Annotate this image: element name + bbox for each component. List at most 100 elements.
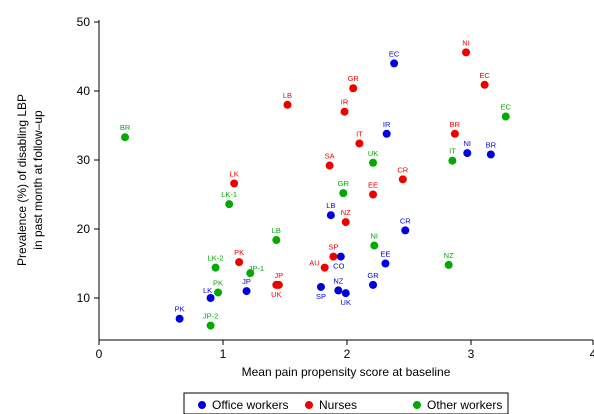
data-point	[211, 263, 220, 272]
y-axis-title-line-2: in past month at follow–up	[31, 110, 45, 250]
legend-marker	[305, 401, 313, 409]
data-point-label: SP	[328, 243, 338, 252]
data-point	[230, 179, 239, 188]
data-point-label: JP-1	[249, 264, 264, 273]
data-point	[390, 59, 399, 68]
data-point-label: BR	[450, 120, 461, 129]
data-point-label: EE	[368, 181, 378, 190]
data-point-label: LK-2	[208, 254, 224, 263]
y-tick-label: 40	[77, 84, 91, 98]
data-point-label: NI	[462, 38, 470, 47]
y-axis-title-line-1: Prevalence (%) of disabling LBP	[15, 94, 29, 266]
data-point-label: NZ	[341, 208, 351, 217]
legend: Office workers Nurses Other workers	[183, 392, 509, 414]
data-point	[462, 48, 471, 57]
x-axis-title: Mean pain propensity score at baseline	[242, 365, 451, 379]
data-point-label: IT	[356, 129, 363, 138]
data-point	[448, 156, 457, 165]
data-point-label: CR	[397, 165, 408, 174]
legend-items: Office workers Nurses Other workers	[198, 398, 502, 412]
y-tick-label: 20	[77, 222, 91, 236]
data-point	[370, 241, 379, 250]
data-point	[501, 112, 510, 121]
data-point-label: GR	[348, 74, 360, 83]
legend-marker	[413, 401, 421, 409]
data-point-label: UK	[271, 290, 281, 299]
data-point	[369, 158, 378, 167]
data-point-label: CO	[333, 262, 344, 271]
data-point	[235, 258, 244, 267]
data-point	[175, 314, 184, 323]
data-point	[334, 286, 343, 295]
data-point-label: BR	[486, 140, 497, 149]
x-tick-label: 1	[220, 347, 227, 361]
data-point-label: EC	[479, 71, 490, 80]
data-point	[340, 107, 349, 116]
data-point-label: PK	[234, 248, 244, 257]
data-point-label: UK	[341, 298, 351, 307]
data-point	[349, 84, 358, 93]
data-point	[369, 190, 378, 199]
legend-box	[183, 392, 509, 414]
data-point-label: NZ	[333, 276, 343, 285]
data-point-label: IR	[383, 120, 391, 129]
data-point	[450, 129, 459, 138]
data-point-label: UK	[368, 149, 378, 158]
x-axis-ticks: 0 1 2 3 4	[96, 340, 594, 361]
data-point	[339, 189, 348, 198]
data-points: EC IR NI BR LB CR CO EE GR SP NZ UK JP LK PK NI EC GR LB IR…	[120, 38, 512, 330]
data-point	[401, 226, 410, 235]
data-point	[316, 282, 325, 291]
data-point	[341, 218, 350, 227]
data-point-label: LK-1	[221, 190, 237, 199]
data-point-label: LB	[326, 201, 335, 210]
data-point-label: GR	[367, 271, 379, 280]
legend-label: Other workers	[427, 398, 502, 412]
data-point	[325, 161, 334, 170]
data-point	[336, 252, 345, 261]
x-tick-label: 3	[468, 347, 475, 361]
y-tick-label: 50	[77, 15, 91, 29]
data-point-label: LB	[283, 91, 292, 100]
data-point	[480, 80, 489, 89]
y-tick-label: 10	[77, 291, 91, 305]
data-point	[381, 259, 390, 268]
data-point-label: LK	[230, 169, 239, 178]
data-point	[272, 280, 281, 289]
data-point-label: NI	[371, 232, 379, 241]
data-point	[206, 321, 215, 330]
data-point-label: EE	[380, 250, 390, 259]
data-point	[225, 200, 234, 209]
legend-label: Office workers	[212, 398, 288, 412]
data-point	[242, 287, 251, 296]
data-point-label: JP	[242, 277, 251, 286]
data-point-label: EC	[501, 103, 512, 112]
data-point	[463, 149, 472, 158]
data-point-label: GR	[338, 179, 350, 188]
data-point-label: BR	[120, 123, 131, 132]
data-point	[486, 150, 495, 159]
x-tick-label: 0	[96, 347, 103, 361]
data-point-label: SA	[325, 152, 335, 161]
y-axis-ticks: 10 20 30 40 50	[77, 15, 99, 305]
data-point	[326, 211, 335, 220]
data-point	[444, 260, 453, 269]
data-point	[206, 294, 215, 302]
data-point	[369, 280, 378, 289]
data-point	[121, 133, 130, 142]
data-point	[398, 175, 407, 184]
data-point	[320, 263, 329, 272]
data-point-label: EC	[389, 49, 400, 58]
data-point-label: IR	[341, 98, 349, 107]
data-point-label: NI	[464, 139, 472, 148]
data-point	[355, 139, 364, 148]
x-tick-label: 4	[590, 347, 594, 361]
plot-area: 0 1 2 3 4 10 20 30 40 50 EC IR NI BR LB CR CO EE GR SP NZ U…	[77, 15, 594, 361]
data-point-label: NZ	[444, 251, 454, 260]
data-point	[329, 252, 338, 261]
data-point-label: JP	[274, 271, 283, 280]
data-point-label: LB	[272, 226, 281, 235]
legend-marker	[198, 401, 206, 409]
data-point	[283, 100, 292, 109]
data-point	[382, 129, 391, 138]
